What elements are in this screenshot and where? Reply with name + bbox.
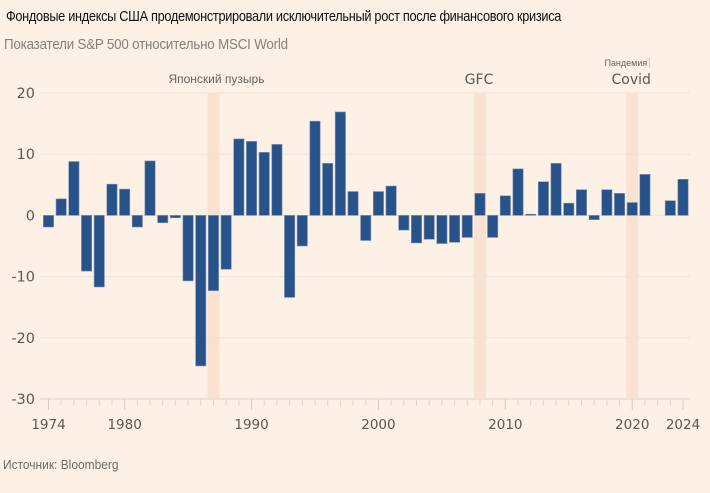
bar-2007 <box>461 215 473 238</box>
x-tick-label: 1980 <box>107 417 141 433</box>
bar-2008 <box>474 193 486 216</box>
bar-1978 <box>93 215 105 288</box>
highlight-band-2008 <box>473 93 486 399</box>
chart-subtitle: Показатели S&P 500 относительно MSCI Wor… <box>4 37 288 53</box>
bars <box>43 111 689 367</box>
bar-1982 <box>144 160 156 216</box>
y-axis: 20 10 0 -10 -20 -30 <box>11 86 35 408</box>
y-tick-label: -20 <box>11 331 35 347</box>
bar-1983 <box>157 215 169 224</box>
bar-2010 <box>499 195 511 216</box>
bar-1981 <box>131 215 143 228</box>
annotations: Японский пузырь GFC Covid Пандемия <box>168 58 651 88</box>
annotation-sublabel: Пандемия <box>604 58 647 68</box>
bar-2017 <box>588 215 600 220</box>
x-tick-label: 1990 <box>234 417 268 433</box>
y-tick-label: -30 <box>11 392 35 408</box>
bar-1998 <box>347 191 359 216</box>
bar-1991 <box>258 152 270 216</box>
bar-1996 <box>322 163 334 216</box>
bar-2021 <box>639 174 651 216</box>
bar-1990 <box>246 141 257 216</box>
annotation-label: Японский пузырь <box>168 72 264 86</box>
bar-2003 <box>411 215 422 244</box>
bar-2011 <box>512 168 524 216</box>
annotation-label: Covid <box>612 72 651 88</box>
bar-1999 <box>360 215 372 241</box>
bar-2012 <box>525 213 537 216</box>
bar-1993 <box>284 215 296 298</box>
x-tick-label: 2020 <box>615 417 649 433</box>
bar-2002 <box>398 215 410 231</box>
y-tick-label: 10 <box>17 147 35 163</box>
bar-2014 <box>550 163 562 216</box>
bar-1986 <box>195 215 207 367</box>
bar-1985 <box>182 215 194 282</box>
bar-1979 <box>106 183 118 216</box>
bar-1987 <box>208 215 219 291</box>
bar-2006 <box>449 215 461 243</box>
highlight-band-2020 <box>626 93 639 399</box>
bar-2018 <box>601 189 613 216</box>
annotation-label: GFC <box>465 72 494 88</box>
bar-1989 <box>233 138 245 216</box>
x-axis: 1974 1980 1990 2000 2010 2020 2024 <box>31 399 700 433</box>
bar-2024 <box>677 178 689 216</box>
bar-2005 <box>436 215 448 244</box>
source-note: Источник: Bloomberg <box>3 457 119 472</box>
bar-2009 <box>487 215 499 238</box>
bar-1984 <box>169 215 181 219</box>
bar-2000 <box>372 191 384 216</box>
event-highlights <box>207 93 639 399</box>
x-tick-label: 2024 <box>666 417 700 433</box>
bar-1992 <box>271 144 283 216</box>
x-tick-label: 2000 <box>361 417 395 433</box>
bar-2016 <box>576 189 587 216</box>
bar-1975 <box>55 198 67 216</box>
bar-2019 <box>614 193 626 216</box>
bar-2013 <box>537 181 549 216</box>
bar-1974 <box>43 215 54 228</box>
bar-2004 <box>423 215 435 240</box>
bar-2015 <box>563 202 575 216</box>
bar-2020 <box>626 202 638 216</box>
bar-1994 <box>296 215 308 247</box>
bar-1997 <box>334 111 346 216</box>
y-tick-label: 20 <box>17 86 35 102</box>
x-tick-label: 2010 <box>488 417 522 433</box>
x-tick-label: 1974 <box>31 417 65 433</box>
bar-2023 <box>664 200 676 216</box>
bar-1976 <box>68 161 80 216</box>
y-tick-label: 0 <box>26 208 35 224</box>
gridlines <box>40 92 690 400</box>
y-tick-label: -10 <box>11 270 35 286</box>
chart-title: Фондовые индексы США продемонстрировали … <box>6 9 562 25</box>
bar-1995 <box>309 120 321 216</box>
bar-1977 <box>81 215 93 272</box>
bar-1988 <box>220 215 232 270</box>
bar-2001 <box>385 185 397 216</box>
bar-1980 <box>119 188 131 216</box>
